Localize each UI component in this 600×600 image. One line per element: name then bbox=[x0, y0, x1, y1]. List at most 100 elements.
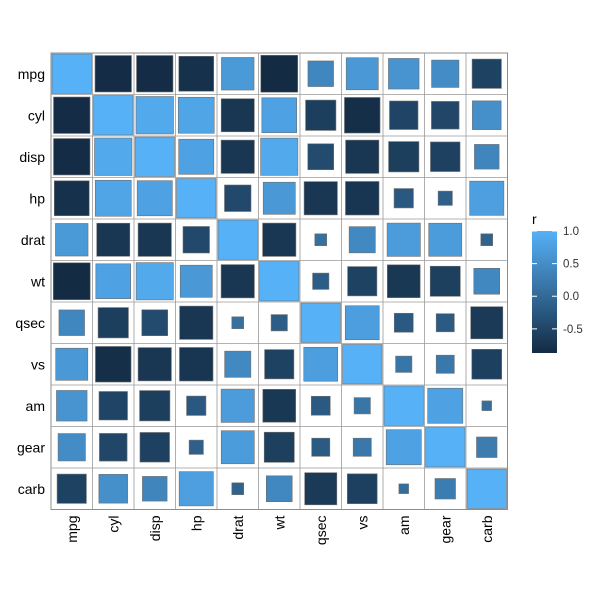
cell-carb-cyl bbox=[98, 474, 128, 504]
cell-cyl-mpg bbox=[53, 96, 91, 134]
cell-am-drat bbox=[220, 388, 255, 423]
y-tick-label-cyl: cyl bbox=[28, 107, 45, 123]
cell-wt-cyl bbox=[95, 263, 131, 299]
y-tick-label-mpg: mpg bbox=[18, 66, 45, 82]
x-tick-label-qsec: qsec bbox=[313, 516, 329, 546]
cell-vs-cyl bbox=[95, 346, 132, 383]
cell-mpg-cyl bbox=[94, 55, 132, 93]
cell-disp-qsec bbox=[307, 143, 334, 171]
x-tick-label-am: am bbox=[396, 516, 412, 535]
cell-disp-drat bbox=[220, 139, 255, 174]
cell-gear-hp bbox=[188, 439, 204, 455]
cell-wt-gear bbox=[429, 265, 461, 297]
x-tick-label-mpg: mpg bbox=[64, 516, 80, 543]
cell-gear-carb bbox=[476, 436, 498, 458]
cell-drat-qsec bbox=[314, 233, 327, 246]
cell-cyl-cyl bbox=[93, 95, 134, 136]
legend-tick-label: -0.5 bbox=[563, 324, 583, 336]
cell-wt-disp bbox=[135, 262, 174, 301]
cell-qsec-disp bbox=[141, 309, 169, 336]
legend-ticks: 1.0 0.5 0.0 -0.5 bbox=[532, 226, 583, 336]
cell-mpg-qsec bbox=[307, 60, 334, 87]
cell-mpg-mpg bbox=[51, 53, 92, 94]
x-tick-label-wt: wt bbox=[271, 515, 287, 530]
cell-gear-vs bbox=[352, 437, 372, 457]
cell-wt-qsec bbox=[312, 272, 330, 290]
cell-hp-carb bbox=[469, 180, 505, 216]
cell-wt-carb bbox=[473, 267, 500, 295]
cell-qsec-qsec bbox=[300, 302, 341, 343]
x-tick-label-carb: carb bbox=[479, 515, 495, 542]
y-tick-label-gear: gear bbox=[17, 439, 45, 455]
cell-am-wt bbox=[262, 389, 296, 423]
cell-am-disp bbox=[139, 390, 171, 422]
cell-hp-cyl bbox=[94, 179, 132, 217]
cell-wt-am bbox=[387, 264, 421, 298]
cell-drat-wt bbox=[262, 222, 297, 257]
cell-mpg-vs bbox=[345, 57, 379, 91]
cell-vs-wt bbox=[264, 349, 295, 380]
x-tick-label-vs: vs bbox=[354, 516, 370, 530]
legend-tick-label: 1.0 bbox=[563, 226, 579, 238]
cell-hp-vs bbox=[345, 181, 380, 216]
cell-gear-cyl bbox=[99, 433, 128, 462]
cell-am-am bbox=[383, 385, 424, 426]
cell-mpg-carb bbox=[471, 58, 502, 89]
cell-cyl-gear bbox=[431, 101, 460, 130]
cell-qsec-cyl bbox=[97, 307, 129, 339]
cell-drat-carb bbox=[480, 233, 493, 246]
cell-hp-drat bbox=[224, 184, 252, 212]
cell-hp-wt bbox=[262, 181, 296, 215]
cell-vs-disp bbox=[137, 347, 172, 382]
cell-drat-am bbox=[386, 222, 421, 257]
cell-carb-wt bbox=[265, 475, 293, 502]
cell-drat-drat bbox=[217, 219, 258, 260]
cell-cyl-wt bbox=[261, 97, 297, 133]
cell-mpg-hp bbox=[178, 56, 214, 92]
cell-disp-gear bbox=[430, 141, 461, 172]
cell-vs-mpg bbox=[55, 347, 89, 381]
cell-disp-am bbox=[388, 141, 420, 173]
cell-vs-gear bbox=[435, 354, 455, 374]
cell-mpg-disp bbox=[136, 55, 174, 93]
cell-am-mpg bbox=[56, 390, 88, 422]
cell-qsec-vs bbox=[344, 305, 380, 341]
cell-cyl-qsec bbox=[305, 99, 337, 131]
cell-carb-mpg bbox=[56, 473, 87, 504]
cell-cyl-vs bbox=[344, 97, 381, 134]
x-tick-label-cyl: cyl bbox=[105, 516, 121, 533]
cell-gear-am bbox=[385, 429, 422, 466]
cell-disp-vs bbox=[345, 139, 380, 174]
cell-vs-qsec bbox=[303, 346, 339, 382]
cell-vs-vs bbox=[342, 344, 383, 385]
cell-vs-hp bbox=[179, 347, 214, 382]
y-tick-label-vs: vs bbox=[31, 356, 45, 372]
cell-mpg-wt bbox=[260, 55, 298, 93]
cell-carb-am bbox=[398, 483, 409, 494]
y-tick-label-qsec: qsec bbox=[15, 315, 45, 331]
cell-gear-qsec bbox=[311, 437, 331, 457]
x-tick-label-gear: gear bbox=[437, 515, 453, 543]
cell-qsec-gear bbox=[435, 313, 455, 333]
cell-hp-am bbox=[393, 188, 414, 209]
x-tick-label-disp: disp bbox=[147, 515, 163, 541]
y-tick-label-wt: wt bbox=[30, 273, 45, 289]
cell-wt-drat bbox=[220, 264, 255, 299]
y-tick-label-hp: hp bbox=[29, 190, 45, 206]
y-axis-tick-labels: mpg cyl disp hp drat wt qsec vs am gear carb bbox=[15, 66, 45, 497]
cell-am-vs bbox=[353, 397, 371, 415]
legend-tick-label: 0.5 bbox=[563, 259, 579, 271]
cell-drat-mpg bbox=[55, 223, 89, 257]
y-tick-label-carb: carb bbox=[18, 481, 45, 497]
cell-vs-drat bbox=[224, 350, 252, 378]
cell-am-gear bbox=[427, 387, 464, 424]
cell-vs-carb bbox=[471, 349, 502, 380]
cell-gear-mpg bbox=[57, 433, 86, 462]
cell-mpg-am bbox=[388, 58, 420, 90]
x-axis-tick-labels: mpg cyl disp hp drat wt qsec vs am gear carb bbox=[64, 515, 495, 545]
cell-carb-carb bbox=[466, 468, 507, 509]
correlation-cells bbox=[51, 53, 507, 509]
x-tick-label-drat: drat bbox=[230, 515, 246, 539]
cell-drat-disp bbox=[137, 222, 172, 257]
cell-vs-am bbox=[395, 355, 413, 373]
